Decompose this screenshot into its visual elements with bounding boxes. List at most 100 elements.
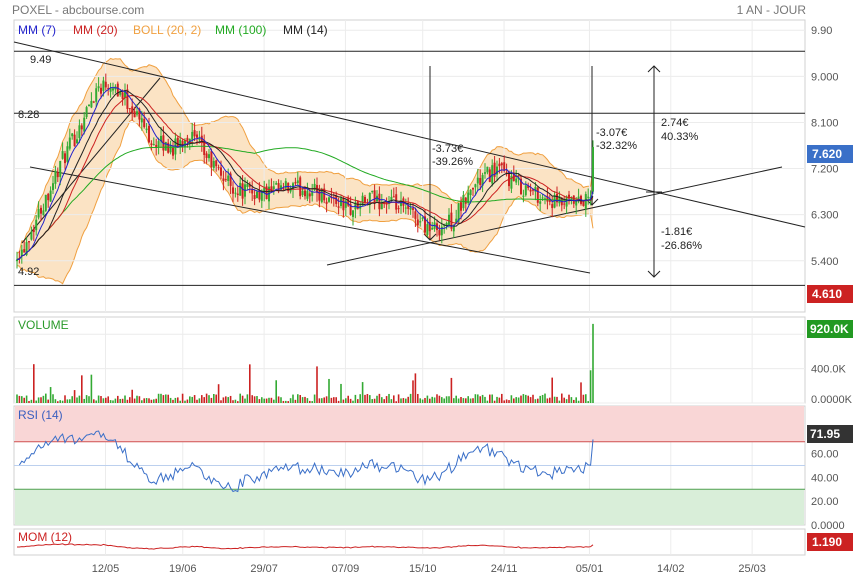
rsi-tick-label: 40.00 — [811, 472, 839, 484]
trend-line — [326, 166, 783, 266]
volume-bar — [126, 399, 129, 403]
rsi-last-value: 71.95 — [810, 427, 840, 441]
volume-bar — [421, 399, 424, 403]
legend-mm14: MM (14) — [283, 23, 328, 37]
candle-body — [184, 140, 186, 147]
volume-bar — [541, 394, 544, 403]
candle-body — [498, 163, 501, 167]
candle-body — [378, 193, 381, 210]
volume-bar — [119, 398, 121, 403]
candle-body — [448, 214, 450, 226]
candle-body — [217, 167, 220, 169]
candle-body — [64, 153, 66, 164]
candle-body — [121, 92, 124, 99]
volume-bar — [462, 398, 465, 403]
ma100-line — [16, 145, 594, 260]
volume-bar — [42, 395, 45, 403]
ma7-line — [16, 87, 594, 260]
candle-body — [479, 178, 482, 185]
candle-body — [416, 219, 419, 226]
volume-bar — [109, 400, 112, 403]
rsi-tick-label: 20.00 — [811, 496, 839, 508]
candle-body — [575, 199, 578, 206]
bollinger-lower-line — [16, 119, 594, 285]
volume-bar — [35, 400, 37, 403]
candle-body — [260, 190, 263, 201]
candle-body — [313, 183, 316, 191]
volume-bar — [582, 394, 585, 403]
arrow-head — [647, 270, 661, 278]
volume-bar — [453, 398, 455, 403]
volume-bar — [121, 398, 124, 403]
candle-body — [208, 154, 210, 159]
candle-body — [224, 179, 227, 181]
volume-bar — [340, 383, 342, 403]
candle-body — [124, 90, 126, 98]
last-price-badge — [807, 145, 853, 163]
volume-bar — [345, 398, 347, 403]
volume-bar — [49, 387, 52, 403]
candle-body — [229, 173, 232, 186]
candle-body — [160, 135, 162, 142]
volume-bar — [285, 400, 287, 403]
rsi-badge — [807, 425, 853, 443]
candle-body — [210, 151, 213, 167]
candle-body — [25, 242, 28, 255]
volume-bar — [73, 390, 76, 403]
candle-body — [23, 249, 26, 253]
volume-bar — [573, 399, 575, 403]
candle-body — [181, 140, 184, 145]
candle-body — [104, 81, 107, 88]
candle-body — [88, 104, 90, 107]
annotation-3-amount: 2.74€ — [661, 117, 689, 129]
rsi-tick-label: 0.0000 — [811, 520, 845, 532]
volume-bar — [486, 400, 489, 403]
volume-bar — [52, 394, 54, 403]
volume-bar — [467, 396, 469, 403]
volume-bar — [522, 394, 525, 403]
candle-body — [35, 219, 38, 231]
mom-last-value: 1.190 — [812, 535, 842, 549]
volume-bar — [59, 400, 61, 403]
candle-body — [373, 190, 376, 203]
ma14-line — [16, 89, 594, 260]
volume-bar — [205, 393, 208, 403]
price-tick-label: 9.000 — [811, 71, 839, 83]
candle-body — [40, 207, 42, 214]
candle-body — [541, 197, 544, 199]
volume-bar — [69, 399, 71, 403]
volume-bar — [28, 400, 30, 403]
x-tick-label: 12/05 — [92, 563, 120, 575]
volume-bar — [193, 395, 196, 403]
header-source: POXEL - abcbourse.com — [12, 3, 144, 17]
candle-body — [421, 217, 424, 219]
volume-bar — [263, 398, 265, 403]
volume-bar — [198, 398, 201, 403]
volume-bar — [325, 396, 328, 403]
candle-body — [107, 88, 110, 90]
volume-bar — [85, 395, 88, 403]
x-tick-label: 14/02 — [657, 563, 685, 575]
volume-bar — [577, 400, 580, 403]
volume-bar — [321, 398, 323, 403]
candle-body — [76, 139, 78, 144]
volume-bar — [558, 400, 561, 403]
x-tick-label: 25/03 — [738, 563, 766, 575]
volume-bar — [280, 397, 282, 403]
candle-body — [32, 229, 35, 233]
candle-body — [515, 178, 518, 183]
x-tick-label: 29/07 — [250, 563, 278, 575]
volume-badge — [807, 320, 853, 338]
candle-body — [80, 125, 83, 130]
candle-body — [236, 193, 239, 195]
volume-bar — [148, 398, 150, 403]
trend-line — [13, 41, 806, 228]
volume-bar — [179, 400, 181, 403]
candle-body — [83, 117, 86, 132]
annotation-1-percent: -39.26% — [432, 156, 473, 168]
candle-body — [92, 101, 95, 103]
candle-body — [356, 201, 359, 209]
volume-bar — [335, 397, 337, 403]
annotation-1-amount: -3.73€ — [432, 143, 463, 155]
